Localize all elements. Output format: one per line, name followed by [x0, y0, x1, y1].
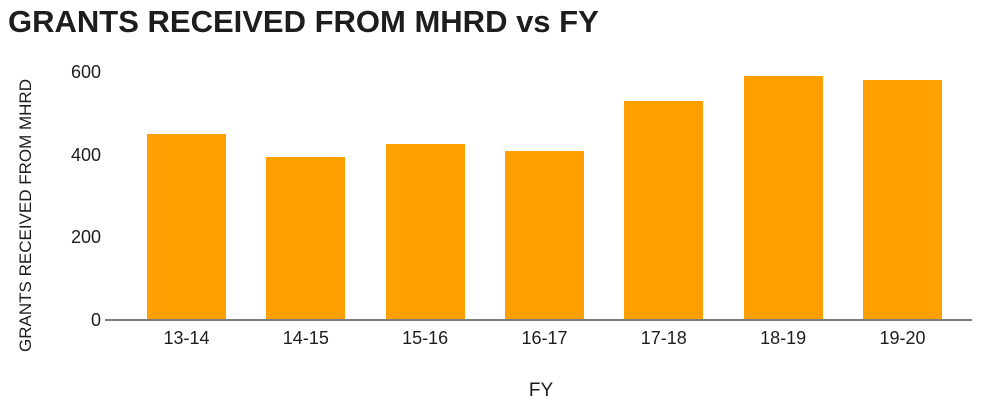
chart-title: GRANTS RECEIVED FROM MHRD vs FY [8, 4, 599, 39]
x-tick-label: 17-18 [640, 328, 687, 348]
y-tick-label: 400 [70, 144, 101, 165]
y-tick-label: 0 [90, 310, 101, 330]
bar-14-15 [266, 156, 346, 320]
y-tick-label: 600 [70, 62, 101, 82]
x-axis-line [105, 319, 972, 321]
bar-16-17 [504, 150, 584, 320]
x-tick-label: 14-15 [282, 328, 329, 348]
x-tick-label: 18-19 [760, 328, 807, 348]
x-axis-title: FY [528, 380, 554, 401]
y-axis-tick-labels: 0 200 400 600 [30, 0, 105, 412]
bar-18-19 [743, 76, 823, 320]
bar-15-16 [385, 144, 465, 320]
bar-17-18 [624, 100, 704, 320]
x-tick-label: 16-17 [521, 328, 568, 348]
x-tick-label: 15-16 [402, 328, 449, 348]
plot-area [110, 72, 972, 320]
x-tick-label: 13-14 [163, 328, 210, 348]
y-tick-label: 200 [70, 227, 101, 248]
x-axis-tick-labels: 13-14 14-15 15-16 16-17 17-18 18-19 19-20 [147, 327, 942, 349]
bar-19-20 [862, 80, 942, 320]
bar-13-14 [147, 134, 226, 320]
bars-group [147, 72, 942, 320]
x-tick-label: 19-20 [879, 328, 926, 348]
